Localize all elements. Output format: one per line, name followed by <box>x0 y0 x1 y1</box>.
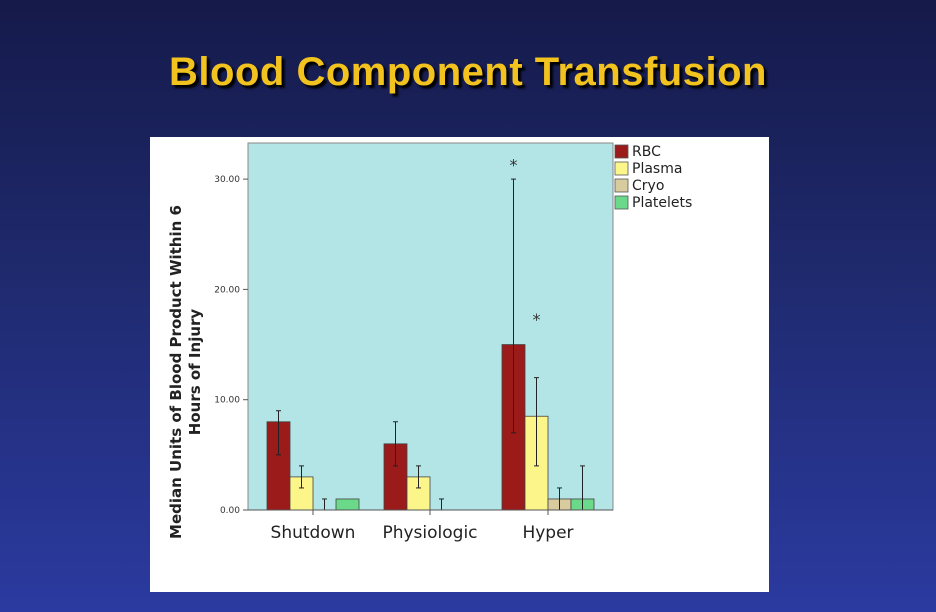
error-bars <box>276 178 585 510</box>
bars <box>266 344 595 511</box>
x-axis: Shutdown Physiologic Hyper <box>248 509 613 543</box>
x-tick-label: Hyper <box>522 523 573 543</box>
significance-marker: * <box>533 310 541 329</box>
significance-marker: * <box>510 156 518 175</box>
legend-label-platelets: Platelets <box>632 195 692 211</box>
x-tick-label: Physiologic <box>382 523 477 543</box>
legend-label-plasma: Plasma <box>632 161 682 177</box>
legend-swatch-rbc <box>614 144 629 159</box>
y-axis-label-line-1: Median Units of Blood Product Within 6 <box>167 205 185 539</box>
y-axis: 0.00 10.00 20.00 30.00 <box>214 175 248 516</box>
slide-title: Blood Component Transfusion <box>169 50 767 94</box>
legend-swatch-cryo <box>614 178 629 193</box>
y-tick-label: 0.00 <box>220 506 240 516</box>
plot-area <box>247 142 614 511</box>
y-axis-label-line-2: Hours of Injury <box>186 309 204 436</box>
legend-label-rbc: RBC <box>632 144 661 160</box>
y-tick-label: 10.00 <box>214 396 240 406</box>
legend-swatch-plasma <box>614 161 629 176</box>
chart-panel: 0.00 10.00 20.00 30.00 * * Shutdown Physiolog… <box>150 137 769 592</box>
legend-label-cryo: Cryo <box>632 178 664 194</box>
y-tick-label: 20.00 <box>214 285 240 295</box>
x-tick-label: Shutdown <box>271 523 356 543</box>
annotations: ** <box>510 156 541 329</box>
y-axis-label: Median Units of Blood Product Within 6 H… <box>167 205 204 539</box>
legend-swatch-platelets <box>614 195 629 210</box>
bar-platelets-shutdown <box>335 498 360 511</box>
y-tick-label: 30.00 <box>214 175 240 185</box>
